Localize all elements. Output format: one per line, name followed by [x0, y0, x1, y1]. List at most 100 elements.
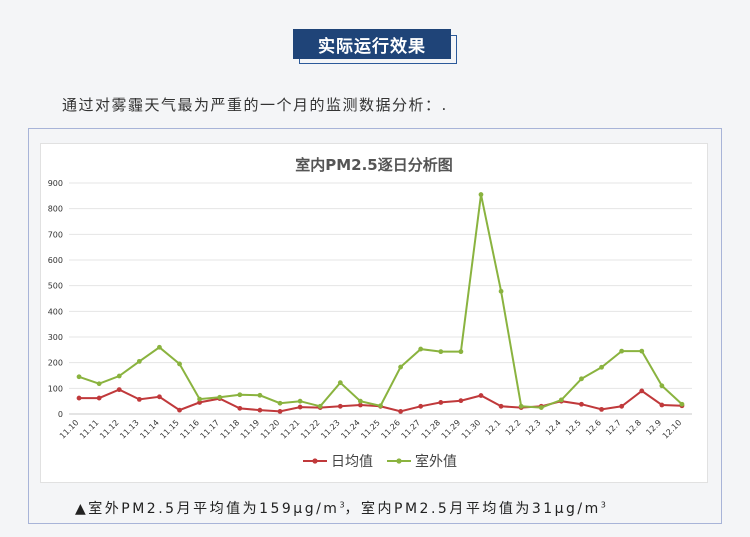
outdoor-point	[96, 381, 102, 387]
x-tick-label: 11.12	[98, 418, 121, 441]
x-tick-label: 12.4	[544, 418, 563, 437]
outdoor-point	[297, 398, 303, 404]
daily-mean-point	[438, 400, 444, 405]
outdoor-point	[418, 346, 424, 352]
legend-swatch-marker	[312, 458, 318, 464]
daily-mean-point	[116, 387, 122, 393]
daily-mean-point	[398, 409, 403, 414]
x-tick-label: 11.18	[219, 418, 242, 441]
outdoor-point	[237, 392, 243, 398]
daily-mean-point	[177, 407, 182, 413]
y-tick-label: 800	[48, 205, 63, 214]
daily-mean-point	[619, 403, 625, 409]
x-tick-label: 12.6	[584, 418, 603, 437]
pm25-line-chart: 室内PM2.5逐日分析图 0 100 200 300 400 500 600 700 800 900…	[48, 156, 692, 470]
outdoor-point	[538, 405, 544, 410]
x-tick-label: 11.29	[440, 418, 463, 441]
outdoor-point	[438, 349, 444, 355]
daily-mean-point	[237, 405, 243, 411]
x-tick-label: 12.5	[564, 418, 583, 437]
x-tick-label: 12.1	[484, 418, 503, 437]
x-tick-label: 11.22	[299, 418, 322, 441]
x-tick-label: 12.3	[524, 418, 543, 437]
y-tick-label: 200	[48, 359, 63, 368]
y-tick-label: 900	[48, 179, 63, 188]
x-tick-label: 11.10	[58, 418, 81, 441]
x-tick-label: 11.23	[319, 418, 342, 441]
x-tick-label: 11.26	[379, 418, 402, 441]
daily-mean-point	[277, 409, 283, 414]
daily-mean-point	[458, 398, 464, 404]
outdoor-point	[217, 394, 223, 400]
x-tick-label: 11.28	[420, 418, 443, 441]
outdoor-point	[659, 383, 665, 389]
outdoor-point	[458, 349, 464, 355]
caption-superscript-2: 3	[600, 500, 606, 510]
triangle-marker-icon: ▲	[75, 501, 89, 517]
daily-mean-point	[157, 394, 162, 400]
caption-outdoor-text: 室外PM2.5月平均值为159μg/m	[88, 501, 340, 517]
outdoor-point	[116, 373, 122, 379]
y-tick-label: 500	[48, 282, 63, 291]
y-tick-label: 0	[58, 410, 63, 419]
daily-mean-point	[337, 403, 343, 409]
outdoor-point	[197, 396, 203, 402]
x-tick-label: 11.21	[279, 418, 302, 441]
x-tick-label: 11.14	[138, 418, 161, 441]
daily-mean-point	[136, 396, 142, 402]
chart-container: 室内PM2.5逐日分析图 0 100 200 300 400 500 600 700 800 900…	[40, 143, 708, 483]
caption-indoor-text: 室内PM2.5月平均值为31μg/m	[361, 501, 601, 517]
daily-mean-point	[599, 406, 604, 412]
daily-mean-point	[96, 395, 102, 401]
caption: ▲室外PM2.5月平均值为159μg/m3，室内PM2.5月平均值为31μg/m…	[75, 498, 606, 518]
x-tick-label: 11.17	[199, 418, 222, 441]
outdoor-point	[358, 398, 363, 404]
daily-mean-point	[639, 388, 645, 394]
outdoor-point	[257, 392, 263, 398]
intro-text: 通过对雾霾天气最为严重的一个月的监测数据分析：.	[62, 96, 448, 114]
outdoor-point	[639, 348, 645, 354]
outdoor-point	[498, 288, 504, 294]
daily-mean-point	[358, 402, 363, 408]
x-tick-label: 12.10	[661, 418, 684, 441]
y-tick-label: 300	[48, 333, 63, 342]
outdoor-line	[78, 194, 683, 409]
y-tick-label: 400	[48, 307, 63, 316]
daily-mean-point	[579, 401, 584, 407]
outdoor-point	[277, 400, 283, 406]
section-title-block: 实际运行效果	[293, 29, 457, 64]
x-tick-label: 11.19	[239, 418, 262, 441]
daily-mean-point	[197, 400, 203, 405]
legend-swatch-marker	[396, 458, 402, 464]
outdoor-point	[136, 358, 142, 364]
y-tick-label: 100	[48, 384, 63, 393]
outdoor-point	[337, 380, 343, 386]
x-tick-label: 11.27	[400, 418, 423, 441]
x-tick-label: 11.16	[178, 418, 201, 441]
outdoor-point	[177, 361, 182, 367]
legend-label-outdoor: 室外值	[415, 453, 457, 470]
daily-mean-point	[257, 407, 263, 413]
outdoor-point	[558, 397, 564, 403]
chart-title: 室内PM2.5逐日分析图	[295, 156, 453, 174]
outdoor-point	[317, 403, 323, 409]
daily-mean-point	[498, 403, 504, 409]
x-tick-label: 12.2	[504, 418, 523, 437]
daily-mean-point	[659, 402, 665, 408]
y-tick-label: 600	[48, 256, 63, 265]
x-tick-label: 11.13	[118, 418, 141, 441]
outdoor-point	[579, 376, 584, 382]
x-tick-label: 11.25	[359, 418, 382, 441]
outdoor-point	[398, 364, 403, 370]
section-title: 实际运行效果	[293, 29, 451, 59]
x-tick-label: 12.8	[624, 418, 643, 437]
daily-mean-point	[76, 395, 82, 401]
x-tick-label: 12.7	[604, 418, 623, 437]
outdoor-point	[378, 403, 383, 409]
outdoor-point	[619, 348, 625, 354]
outdoor-point	[76, 374, 82, 380]
daily-mean-point	[418, 403, 424, 409]
x-tick-label: 11.11	[78, 418, 101, 441]
outdoor-point	[157, 344, 162, 350]
outdoor-point	[518, 403, 524, 409]
